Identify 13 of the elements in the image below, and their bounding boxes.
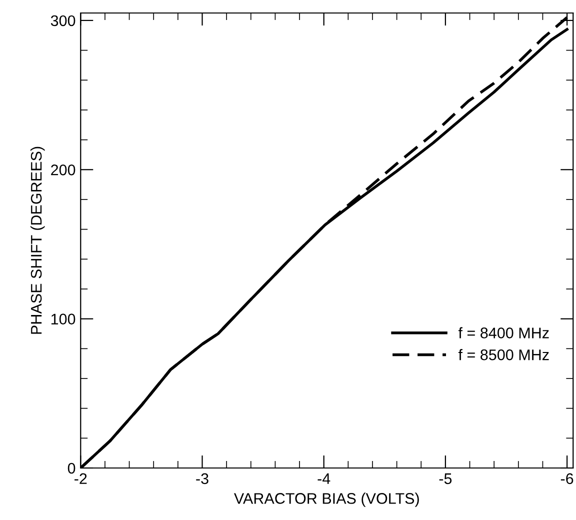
x-tick-label: -4 (318, 473, 330, 484)
y-tick-label: 300 (50, 15, 76, 26)
y-tick-label: 200 (51, 164, 76, 176)
legend-label: f = 8400 MHz (458, 327, 549, 338)
x-axis-title: VARACTOR BIAS (VOLTS) (234, 492, 419, 507)
x-tick-label: -3 (196, 473, 208, 484)
x-tick-label: -6 (560, 473, 574, 484)
y-tick-label: 0 (68, 462, 76, 474)
x-tick-label: -2 (74, 473, 87, 484)
legend-label: f = 8500 MHz (458, 349, 549, 360)
y-axis-title: PHASE SHIFT (DEGREES) (30, 146, 45, 334)
x-tick-label: -5 (439, 473, 452, 484)
y-tick-label: 100 (51, 314, 76, 325)
